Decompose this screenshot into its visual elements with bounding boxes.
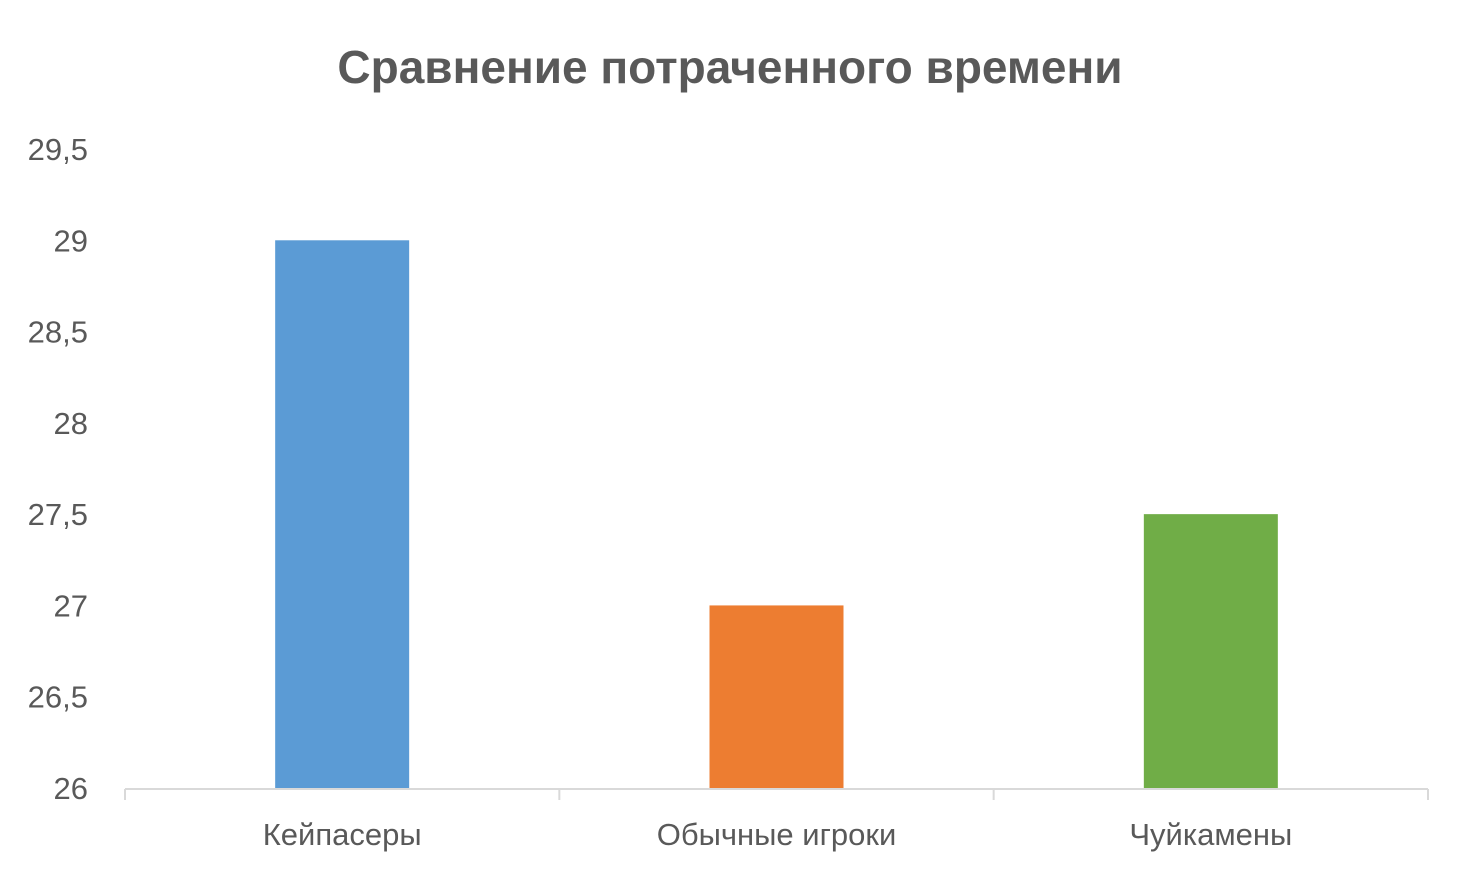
y-tick-label: 27 — [54, 588, 88, 623]
y-tick-label: 28 — [54, 406, 88, 441]
x-tick-label: Кейпасеры — [263, 817, 422, 852]
bar-1 — [275, 240, 410, 789]
chart-title: Сравнение потраченного времени — [337, 41, 1123, 93]
y-tick-label: 29,5 — [28, 132, 88, 167]
y-tick-label: 29 — [54, 223, 88, 258]
y-tick-label: 26,5 — [28, 680, 88, 715]
bar-2 — [709, 605, 844, 788]
x-tick-label: Обычные игроки — [657, 817, 897, 852]
y-tick-label: 28,5 — [28, 315, 88, 350]
bar-3 — [1143, 514, 1278, 788]
y-tick-label: 27,5 — [28, 497, 88, 532]
y-tick-label: 26 — [54, 771, 88, 806]
x-tick-label: Чуйкамены — [1129, 817, 1292, 852]
